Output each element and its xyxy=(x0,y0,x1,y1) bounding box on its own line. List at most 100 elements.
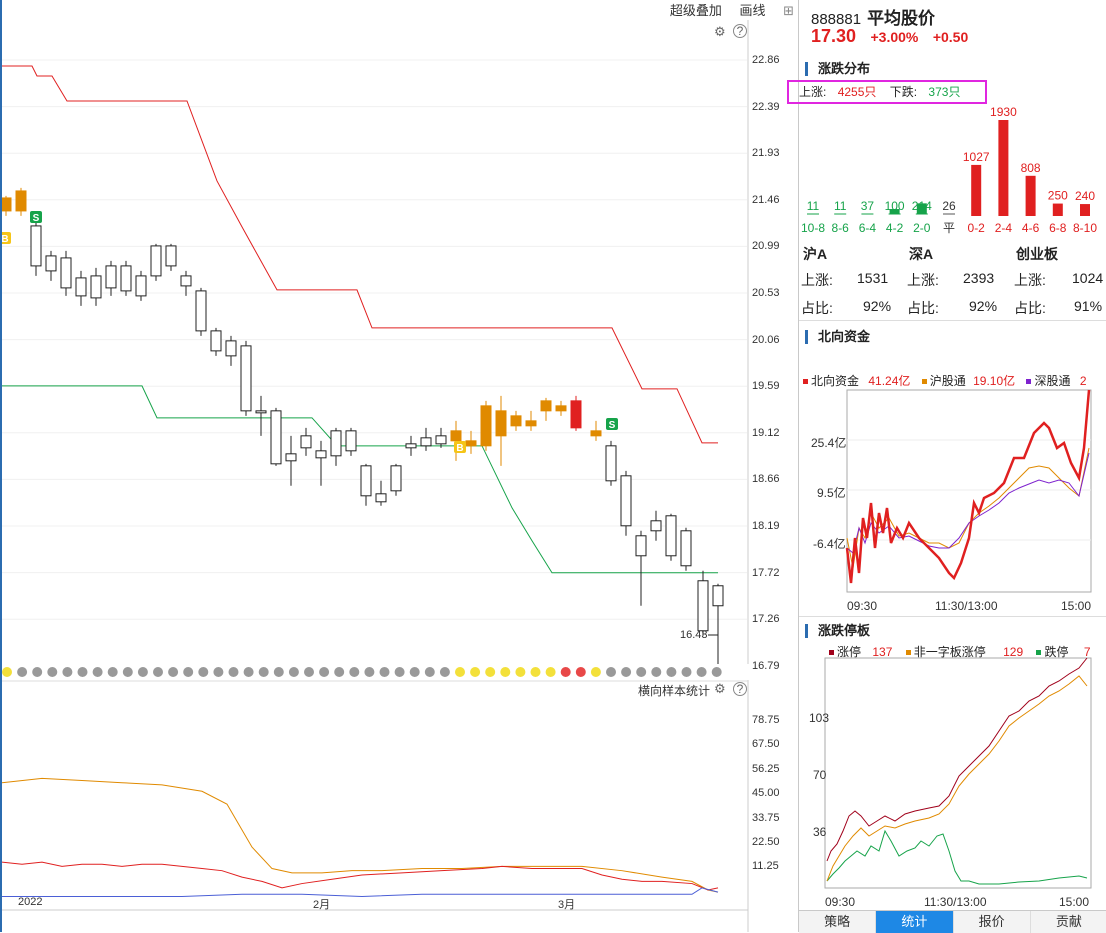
candle-body xyxy=(480,405,492,447)
signal-dot xyxy=(500,667,511,677)
red-series-line xyxy=(2,861,719,891)
distribution-bin-label: 6-4 xyxy=(859,221,877,235)
signal-dot xyxy=(243,667,254,677)
candle-body xyxy=(650,520,662,532)
buy-signal-icon: B xyxy=(456,443,463,454)
overlay-button[interactable]: 超级叠加 xyxy=(669,3,722,18)
info-panel: 888881 平均股价 17.30 +3.00% +0.50 涨跌分布 上涨: 4… xyxy=(787,0,1106,933)
nb-y-9: 9.5亿 xyxy=(817,486,846,500)
stock-name: 平均股价 xyxy=(867,9,936,28)
nb-y-25: 25.4亿 xyxy=(811,436,847,450)
stock-code: 888881 xyxy=(811,11,862,28)
legend-non-oneword-value: 129 xyxy=(1003,645,1024,659)
distribution-chart[interactable]: 11 10-8 11 8-6 37 6-4 100 4-2 214 2-0 26 平 1027 0-2 19… xyxy=(799,104,1106,240)
y-tick-label: 18.66 xyxy=(752,473,780,486)
limit-chart[interactable] xyxy=(799,656,1106,892)
distribution-value-label: 250 xyxy=(1048,189,1068,203)
y-tick-label: 16.79 xyxy=(752,659,780,672)
help-icon[interactable]: ? xyxy=(733,682,747,696)
northbound-chart[interactable] xyxy=(799,388,1106,618)
y-tick-label: 22.86 xyxy=(752,54,780,66)
stats-ratio-value: 91% xyxy=(1074,298,1103,314)
help-icon[interactable]: ? xyxy=(733,24,747,38)
candle-body xyxy=(680,530,692,567)
up-label: 上涨: xyxy=(799,85,827,99)
signal-dot xyxy=(515,667,526,677)
candle-body xyxy=(605,445,617,482)
candle-body xyxy=(30,225,42,267)
signal-dot xyxy=(590,667,601,677)
down-count: 373只 xyxy=(928,85,961,99)
candle-body xyxy=(620,475,632,527)
tab-quote[interactable]: 报价 xyxy=(953,911,1031,933)
distribution-value-label: 11 xyxy=(834,199,847,213)
sample-stats-chart[interactable]: 横向样本统计 ⚙ ? xyxy=(2,680,800,932)
tab-contribution[interactable]: 贡献 xyxy=(1030,911,1106,933)
signal-dot xyxy=(2,667,12,677)
grid-icon[interactable]: ⊞ xyxy=(783,3,794,18)
stats-up-value: 1024 xyxy=(1072,270,1104,286)
distribution-bin-label: 8-6 xyxy=(832,221,850,235)
draw-button[interactable]: 画线 xyxy=(739,3,766,18)
down-label: 下跌: xyxy=(889,85,918,99)
x-label-feb: 2月 xyxy=(313,899,331,911)
legend-northbound-value: 41.24亿 xyxy=(868,374,911,388)
stats-col-title: 创业板 xyxy=(1016,246,1058,262)
candle-body xyxy=(450,430,462,442)
y-tick-label: 17.26 xyxy=(752,613,780,626)
stats-sz-a: 深A 上涨: 2393 占比: 92% xyxy=(907,244,1013,316)
candle-body xyxy=(105,265,117,289)
distribution-value-label: 214 xyxy=(912,199,932,213)
candle-body xyxy=(150,245,162,277)
distribution-bin-label: 4-2 xyxy=(886,221,904,235)
distribution-value-label: 240 xyxy=(1075,189,1095,203)
candle-body xyxy=(345,430,357,452)
chart-toolbar: 超级叠加 画线 ⊞ xyxy=(670,0,798,18)
candle-body xyxy=(330,430,342,457)
distribution-bin-label: 6-8 xyxy=(1049,221,1067,235)
stats-up-value: 2393 xyxy=(963,270,995,286)
stats-up-label: 上涨: xyxy=(1014,272,1046,288)
signal-dot xyxy=(198,667,209,677)
candle-body xyxy=(120,265,132,292)
legend-limit-up: 涨停 xyxy=(837,645,862,659)
y-tick-label: 17.72 xyxy=(752,566,780,579)
candle-body xyxy=(540,400,552,412)
stats-sh-a: 沪A 上涨: 1531 占比: 92% xyxy=(801,244,907,316)
low-price-label: 16.43 xyxy=(680,629,708,641)
distribution-value-label: 808 xyxy=(1021,161,1041,175)
lower-y-tick-label: 78.75 xyxy=(752,714,780,726)
distribution-value-label: 1027 xyxy=(963,150,990,164)
settings-icon[interactable]: ⚙ xyxy=(714,681,726,696)
kline-chart[interactable]: S S B B xyxy=(2,20,800,664)
limit-title: 涨跌停板 xyxy=(805,624,870,638)
stats-ratio-label: 占比: xyxy=(907,300,939,316)
lim-y-36: 36 xyxy=(813,825,827,839)
signal-dot xyxy=(258,667,269,677)
signal-dot xyxy=(92,667,103,677)
lower-y-tick-label: 45.00 xyxy=(752,787,780,800)
settings-icon[interactable]: ⚙ xyxy=(714,24,726,39)
stock-header: 888881 平均股价 xyxy=(811,4,935,29)
signal-dot xyxy=(319,667,330,677)
lower-y-tick-label: 11.25 xyxy=(752,860,779,873)
candle-body xyxy=(300,435,312,449)
candle-body xyxy=(420,437,432,447)
candle-body xyxy=(195,290,207,332)
tab-strategy[interactable]: 策略 xyxy=(799,911,877,933)
non-oneword-limit-line xyxy=(826,675,1088,882)
signal-dot xyxy=(364,667,375,677)
stats-up-label: 上涨: xyxy=(907,272,939,288)
sample-stats-title: 横向样本统计 xyxy=(638,684,711,698)
signal-dot xyxy=(696,667,707,677)
lim-x-mid: 11:30/13:00 xyxy=(924,895,987,909)
tab-stats[interactable]: 统计 xyxy=(876,911,954,933)
distribution-bar xyxy=(1025,175,1036,216)
signal-dot xyxy=(485,667,496,677)
chart-panel: 超级叠加 画线 ⊞ ⚙ ? S S B B 22.86 22.39 21.93 21.46 2… xyxy=(0,0,800,932)
candle-body xyxy=(697,580,709,632)
distribution-value-label: 26 xyxy=(942,199,956,213)
candle-body xyxy=(665,515,677,557)
lower-y-tick-label: 56.25 xyxy=(752,762,780,775)
signal-dot xyxy=(349,667,360,677)
